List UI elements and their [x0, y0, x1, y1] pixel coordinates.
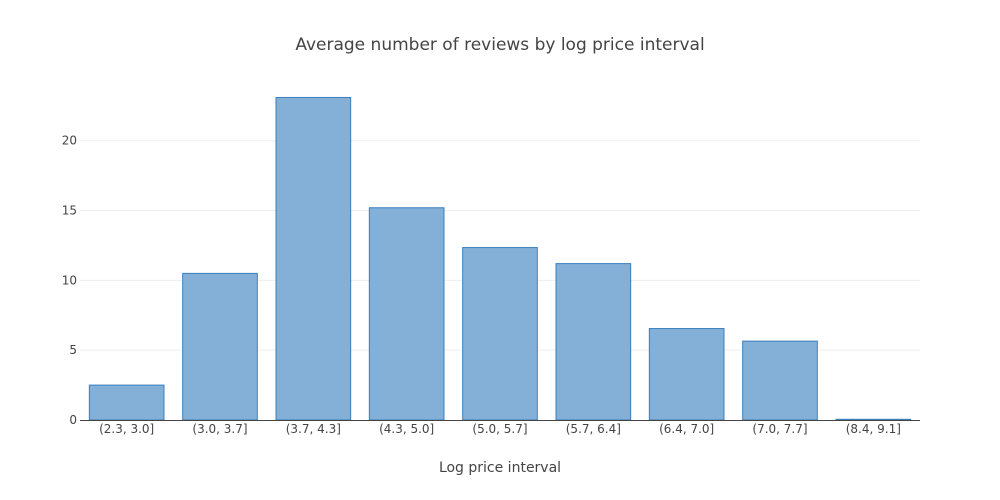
y-tick-label: 0	[69, 413, 77, 427]
x-tick-label: (3.7, 4.3]	[286, 422, 341, 436]
x-tick-label: (8.4, 9.1]	[846, 422, 901, 436]
x-tick-label: (4.3, 5.0]	[379, 422, 434, 436]
x-axis-title: Log price interval	[439, 460, 561, 476]
x-tick-label: (7.0, 7.7]	[752, 422, 807, 436]
bar[interactable]	[462, 247, 538, 421]
y-tick-label: 20	[62, 134, 77, 148]
x-tick-label: (6.4, 7.0]	[659, 422, 714, 436]
bar[interactable]	[835, 418, 912, 421]
bar[interactable]	[275, 96, 352, 421]
x-tick-label: (2.3, 3.0]	[99, 422, 154, 436]
x-tick-label: (5.0, 5.7]	[472, 422, 527, 436]
y-tick-label: 10	[62, 273, 77, 287]
bar[interactable]	[368, 207, 445, 421]
x-axis-ticks: (2.3, 3.0] (3.0, 3.7] (3.7, 4.3] (4.3, 5.0]…	[99, 422, 901, 436]
x-tick-label: (5.7, 6.4]	[566, 422, 621, 436]
y-axis-ticks: 0 5 10 15 20	[62, 134, 77, 427]
bar[interactable]	[88, 384, 165, 421]
x-tick-label: (3.0, 3.7]	[192, 422, 247, 436]
bar[interactable]	[742, 340, 818, 421]
chart-title: Average number of reviews by log price i…	[295, 35, 704, 55]
bar[interactable]	[182, 272, 258, 421]
bar[interactable]	[555, 263, 632, 421]
y-tick-label: 15	[62, 204, 77, 218]
bar[interactable]	[648, 328, 725, 421]
bar-layer	[88, 96, 912, 421]
y-tick-label: 5	[69, 343, 77, 357]
